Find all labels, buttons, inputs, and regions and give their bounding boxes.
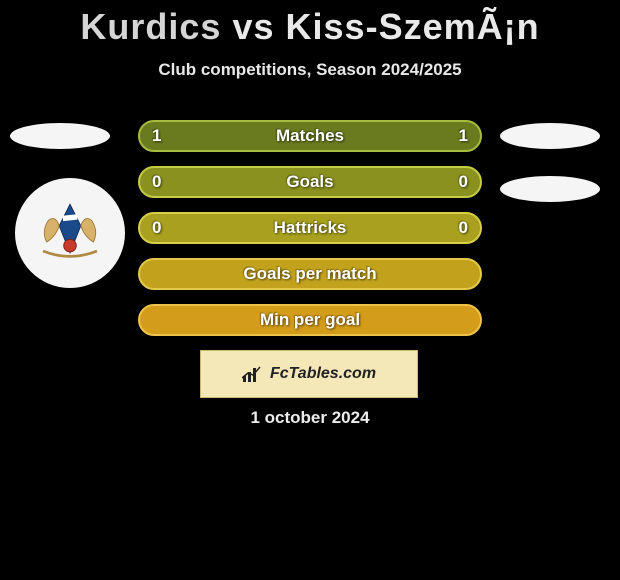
stat-left-value: 0 [152, 218, 161, 238]
player2-club-flag-icon [500, 176, 600, 202]
stat-row-min-per-goal: Min per goal [138, 304, 482, 336]
stat-right-value: 1 [459, 126, 468, 146]
attribution-text: FcTables.com [270, 365, 376, 383]
stat-label: Goals per match [243, 264, 376, 284]
player1-club-crest-icon [15, 178, 125, 288]
stat-right-value: 0 [459, 218, 468, 238]
stat-row-hattricks: 0 Hattricks 0 [138, 212, 482, 244]
bar-chart-icon [242, 365, 264, 383]
vs-label: vs [232, 6, 274, 47]
player2-name: Kiss-SzemÃ¡n [286, 6, 540, 47]
stat-left-value: 1 [152, 126, 161, 146]
stat-row-matches: 1 Matches 1 [138, 120, 482, 152]
date-label: 1 october 2024 [0, 408, 620, 428]
stat-label: Hattricks [274, 218, 347, 238]
stat-right-value: 0 [459, 172, 468, 192]
stat-row-goals: 0 Goals 0 [138, 166, 482, 198]
page-title: Kurdics vs Kiss-SzemÃ¡n [0, 0, 620, 48]
player2-flag-icon [500, 123, 600, 149]
stat-row-goals-per-match: Goals per match [138, 258, 482, 290]
attribution-badge: FcTables.com [200, 350, 418, 398]
stat-left-value: 0 [152, 172, 161, 192]
player1-flag-icon [10, 123, 110, 149]
subtitle: Club competitions, Season 2024/2025 [0, 60, 620, 80]
stat-rows: 1 Matches 1 0 Goals 0 0 Hattricks 0 Goal… [138, 120, 482, 350]
stat-label: Goals [286, 172, 333, 192]
stat-label: Min per goal [260, 310, 360, 330]
player1-name: Kurdics [80, 6, 221, 47]
stat-label: Matches [276, 126, 344, 146]
